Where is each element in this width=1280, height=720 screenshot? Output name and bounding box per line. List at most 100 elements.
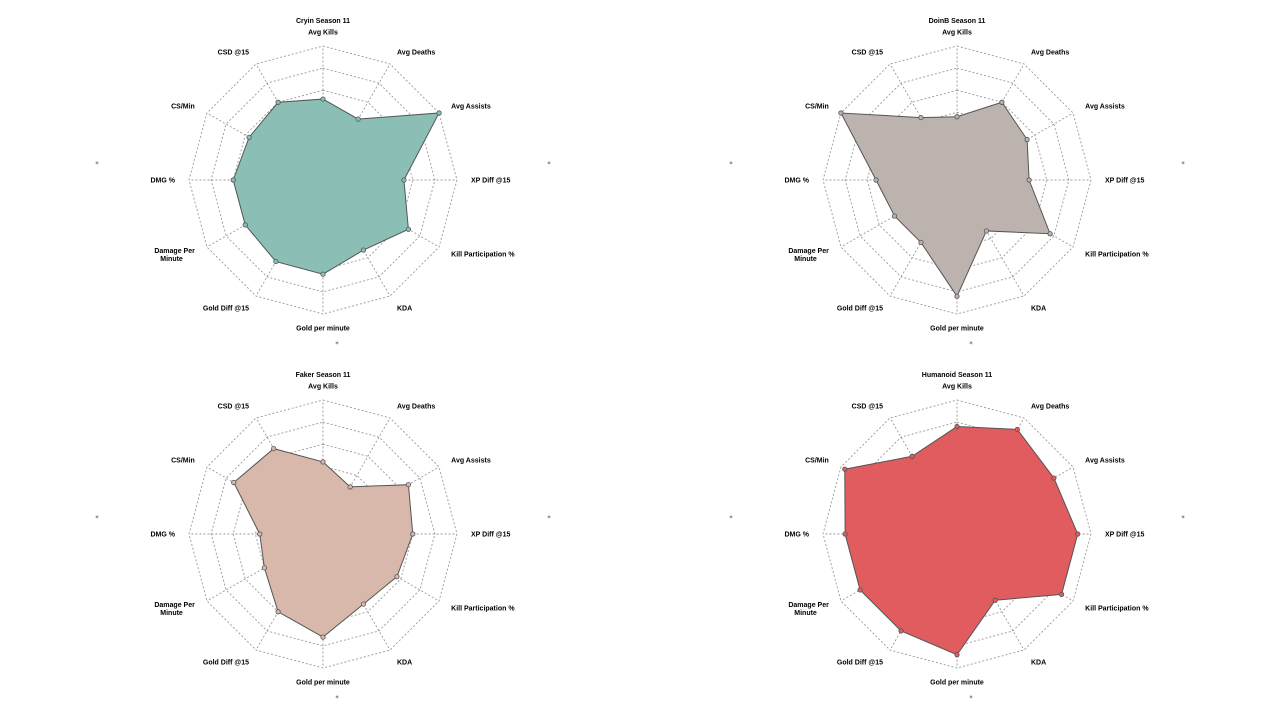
axis-label-cs-min: CS/Min bbox=[805, 104, 829, 111]
pin-icon: ✶ bbox=[334, 340, 339, 347]
radar-panel-cryin: Cryin Season 11 Avg Kills Avg Deaths Avg As… bbox=[94, 18, 551, 347]
pin-icon: ✶ bbox=[968, 694, 973, 701]
grid-spoke bbox=[345, 219, 391, 297]
axis-label-kill-participation: Kill Participation % bbox=[451, 252, 515, 259]
data-point-gold-per-minute bbox=[954, 652, 960, 658]
data-point-kill-participation bbox=[1058, 591, 1065, 597]
axis-label-kda: KDA bbox=[397, 660, 412, 667]
data-point-kda bbox=[992, 597, 998, 603]
data-point-dmg bbox=[257, 531, 263, 537]
data-point-avg-deaths bbox=[999, 99, 1005, 105]
axis-label-xp-diff-15: XP Diff @15 bbox=[471, 178, 510, 185]
axis-label-damage-per-minute: Damage Per Minute bbox=[154, 248, 195, 263]
grid-spoke bbox=[345, 63, 391, 141]
pin-icon: ✶ bbox=[546, 160, 551, 167]
pin-icon: ✶ bbox=[546, 514, 551, 521]
axis-label-avg-deaths: Avg Deaths bbox=[1031, 49, 1069, 56]
axis-label-cs-min: CS/Min bbox=[171, 104, 195, 111]
axis-label-kda: KDA bbox=[1031, 306, 1046, 313]
pin-icon: ✶ bbox=[94, 514, 99, 521]
axis-label-dmg: DMG % bbox=[785, 532, 810, 539]
axis-label-gold-diff-15: Gold Diff @15 bbox=[837, 306, 883, 313]
data-point-damage-per-minute bbox=[261, 565, 267, 571]
axis-label-kda: KDA bbox=[397, 306, 412, 313]
data-point-avg-assists bbox=[405, 482, 412, 488]
data-point-dmg bbox=[230, 177, 236, 183]
data-point-dmg bbox=[842, 531, 848, 537]
data-point-avg-assists bbox=[1051, 475, 1057, 481]
pin-icon: ✶ bbox=[334, 694, 339, 701]
data-point-csd-15 bbox=[909, 453, 915, 459]
data-point-kill-participation bbox=[405, 226, 412, 232]
axis-label-csd-15: CSD @15 bbox=[218, 403, 249, 410]
data-point-damage-per-minute bbox=[857, 587, 863, 593]
data-point-cs-min bbox=[838, 110, 844, 116]
axis-label-csd-15: CSD @15 bbox=[852, 403, 883, 410]
axis-label-avg-assists: Avg Assists bbox=[1085, 458, 1125, 465]
data-point-kda bbox=[360, 601, 367, 607]
axis-label-csd-15: CSD @15 bbox=[852, 49, 883, 56]
data-point-avg-assists bbox=[436, 110, 442, 116]
chart-title: Cryin Season 11 bbox=[296, 18, 350, 25]
axis-label-dmg: DMG % bbox=[151, 178, 176, 185]
data-point-damage-per-minute bbox=[891, 213, 898, 219]
grid-spoke bbox=[979, 573, 1025, 651]
data-point-cs-min bbox=[246, 134, 252, 140]
data-point-avg-kills bbox=[954, 114, 960, 120]
chart-title: Humanoid Season 11 bbox=[922, 372, 993, 379]
axis-label-damage-per-minute: Damage Per Minute bbox=[154, 602, 195, 617]
axis-label-avg-kills: Avg Kills bbox=[308, 30, 338, 37]
grid-spoke bbox=[996, 112, 1074, 158]
data-point-csd-15 bbox=[275, 99, 281, 105]
axis-label-kill-participation: Kill Participation % bbox=[1085, 606, 1149, 613]
axis-label-damage-per-minute: Damage Per Minute bbox=[788, 248, 829, 263]
axis-label-gold-per-minute: Gold per minute bbox=[296, 680, 350, 687]
grid-spoke bbox=[345, 573, 391, 651]
grid-spoke bbox=[345, 417, 391, 495]
data-point-gold-diff-15 bbox=[275, 609, 281, 615]
data-area bbox=[233, 448, 414, 638]
axis-label-cs-min: CS/Min bbox=[805, 458, 829, 465]
axis-label-xp-diff-15: XP Diff @15 bbox=[1105, 178, 1144, 185]
axis-label-avg-kills: Avg Kills bbox=[942, 30, 972, 37]
data-point-gold-per-minute bbox=[954, 293, 960, 299]
axis-label-kill-participation: Kill Participation % bbox=[1085, 252, 1149, 259]
axis-label-gold-diff-15: Gold Diff @15 bbox=[203, 660, 249, 667]
data-point-csd-15 bbox=[271, 445, 277, 452]
radar-panel-faker: Faker Season 11 Avg Kills Avg Deaths Avg As… bbox=[94, 372, 551, 701]
data-point-damage-per-minute bbox=[242, 222, 248, 228]
axis-label-avg-assists: Avg Assists bbox=[451, 104, 491, 111]
axis-label-avg-deaths: Avg Deaths bbox=[1031, 403, 1069, 410]
axis-label-avg-assists: Avg Assists bbox=[451, 458, 491, 465]
grid-spoke bbox=[206, 556, 284, 602]
data-point-avg-assists bbox=[1024, 136, 1030, 143]
radar-panel-humanoid: Humanoid Season 11 Avg Kills Avg Deaths Avg… bbox=[728, 372, 1185, 701]
axis-label-avg-assists: Avg Assists bbox=[1085, 104, 1125, 111]
data-point-xp-diff-15 bbox=[1026, 177, 1032, 183]
grid-spoke bbox=[840, 202, 918, 248]
data-point-avg-kills bbox=[954, 423, 960, 430]
axis-label-gold-per-minute: Gold per minute bbox=[930, 326, 984, 333]
axis-label-kill-participation: Kill Participation % bbox=[451, 606, 515, 613]
grid-spoke bbox=[979, 219, 1025, 297]
data-point-kill-participation bbox=[394, 574, 400, 580]
grid-spoke bbox=[889, 63, 935, 141]
data-point-avg-deaths bbox=[347, 484, 353, 490]
axis-label-gold-diff-15: Gold Diff @15 bbox=[837, 660, 883, 667]
pin-icon: ✶ bbox=[728, 160, 733, 167]
data-point-avg-kills bbox=[320, 96, 326, 102]
axis-label-damage-per-minute: Damage Per Minute bbox=[788, 602, 829, 617]
grid-spoke bbox=[206, 112, 284, 158]
axis-label-avg-deaths: Avg Deaths bbox=[397, 49, 435, 56]
data-point-xp-diff-15 bbox=[1075, 531, 1081, 537]
data-point-kda bbox=[360, 247, 367, 253]
pin-icon: ✶ bbox=[968, 340, 973, 347]
data-point-csd-15 bbox=[918, 114, 924, 121]
data-point-gold-per-minute bbox=[320, 271, 326, 277]
grid-spoke bbox=[362, 556, 440, 602]
data-area bbox=[844, 426, 1079, 656]
axis-label-gold-per-minute: Gold per minute bbox=[930, 680, 984, 687]
data-point-kill-participation bbox=[1047, 231, 1053, 237]
data-point-dmg bbox=[873, 177, 879, 183]
grid-spoke bbox=[889, 219, 935, 297]
